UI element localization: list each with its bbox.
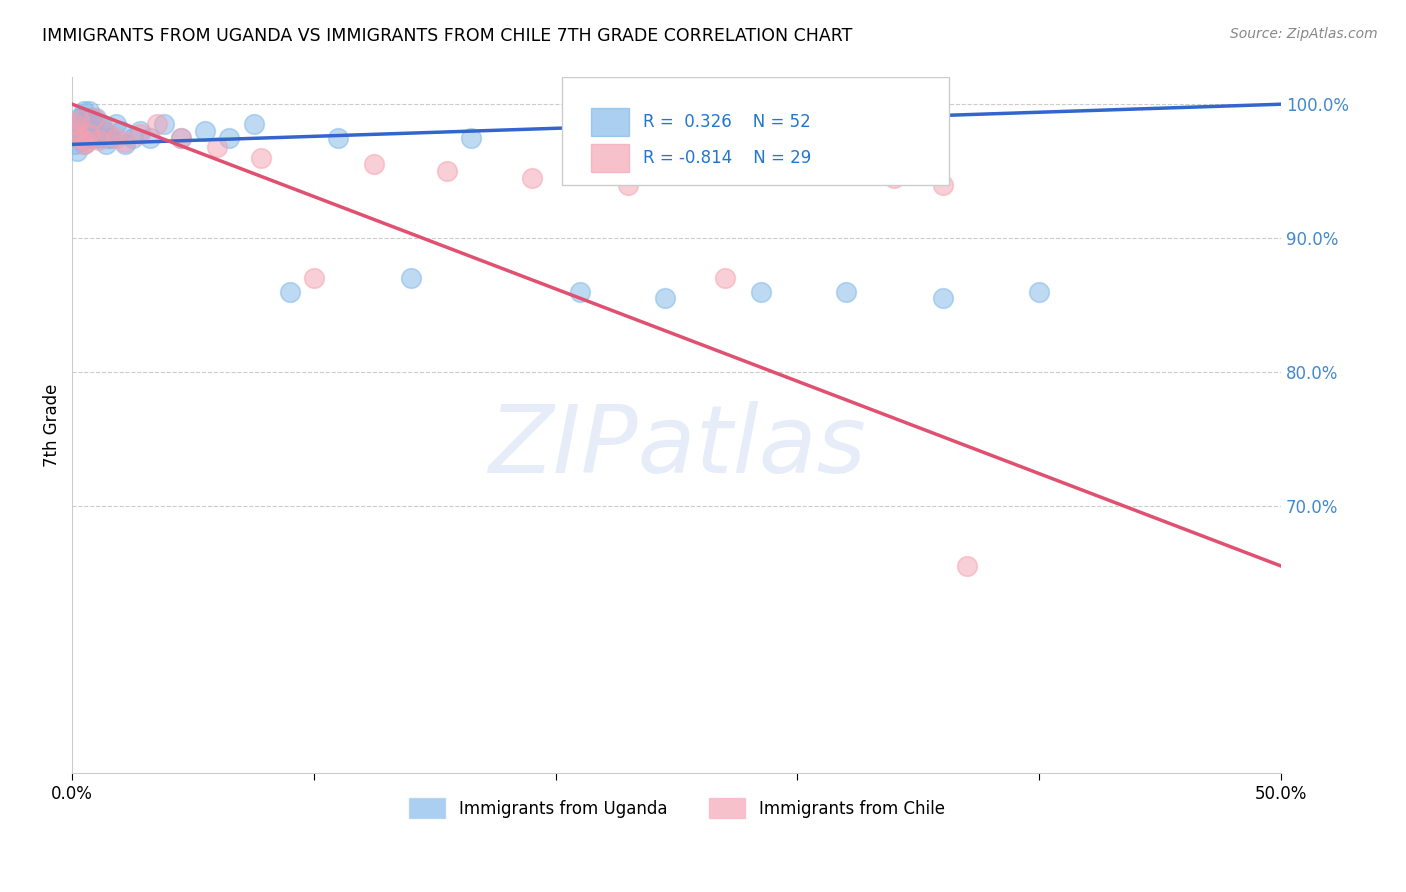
Text: IMMIGRANTS FROM UGANDA VS IMMIGRANTS FROM CHILE 7TH GRADE CORRELATION CHART: IMMIGRANTS FROM UGANDA VS IMMIGRANTS FRO… — [42, 27, 852, 45]
Point — [100, 130, 122, 145]
FancyBboxPatch shape — [562, 78, 949, 186]
Point — [114, 135, 136, 149]
Point — [170, 130, 193, 145]
Point — [73, 137, 96, 152]
Point — [129, 124, 152, 138]
Point — [70, 130, 93, 145]
Point — [87, 130, 110, 145]
Point — [63, 117, 86, 131]
Point — [80, 124, 103, 138]
Point — [83, 130, 105, 145]
Point — [73, 137, 96, 152]
Point — [110, 124, 132, 138]
Point — [73, 103, 96, 118]
Point — [1028, 285, 1050, 299]
Point — [97, 130, 120, 145]
Point — [520, 170, 543, 185]
Point — [70, 130, 93, 145]
Point — [363, 157, 385, 171]
Point — [153, 117, 176, 131]
Point — [114, 137, 136, 152]
FancyBboxPatch shape — [591, 144, 630, 171]
Legend: Immigrants from Uganda, Immigrants from Chile: Immigrants from Uganda, Immigrants from … — [402, 792, 952, 824]
Point — [77, 130, 100, 145]
Point — [93, 124, 115, 138]
Point — [69, 113, 91, 128]
Point — [73, 124, 96, 138]
Point — [94, 137, 117, 152]
Point — [69, 130, 91, 145]
Point — [87, 133, 110, 147]
Point — [121, 130, 143, 145]
Point — [146, 117, 169, 131]
Text: R =  0.326    N = 52: R = 0.326 N = 52 — [643, 113, 810, 131]
Point — [883, 170, 905, 185]
Point — [90, 117, 112, 131]
Point — [83, 111, 105, 125]
Point — [94, 124, 117, 138]
Point — [399, 271, 422, 285]
Y-axis label: 7th Grade: 7th Grade — [44, 384, 60, 467]
Point — [66, 124, 89, 138]
Point — [207, 140, 229, 154]
Point — [63, 137, 86, 152]
Point — [218, 130, 240, 145]
Point — [654, 291, 676, 305]
Text: R = -0.814    N = 29: R = -0.814 N = 29 — [643, 149, 811, 167]
Point — [460, 130, 482, 145]
Point — [76, 130, 98, 145]
Point — [70, 117, 93, 131]
Point — [73, 130, 96, 145]
Point — [278, 285, 301, 299]
Point — [931, 178, 953, 192]
Point — [66, 124, 89, 138]
Text: Source: ZipAtlas.com: Source: ZipAtlas.com — [1230, 27, 1378, 41]
Point — [749, 285, 772, 299]
Point — [775, 157, 797, 171]
Point — [83, 117, 105, 131]
Point — [931, 291, 953, 305]
Point — [77, 103, 100, 118]
Point — [249, 151, 271, 165]
Point — [328, 130, 350, 145]
Point — [194, 124, 217, 138]
Point — [76, 111, 98, 125]
Text: ZIPatlas: ZIPatlas — [488, 401, 866, 491]
Point — [835, 285, 858, 299]
Point — [436, 164, 458, 178]
Point — [956, 558, 979, 573]
Point — [810, 151, 832, 165]
Point — [835, 164, 858, 178]
Point — [104, 130, 127, 145]
Point — [242, 117, 264, 131]
Point — [617, 178, 640, 192]
Point — [69, 111, 91, 125]
Point — [80, 111, 103, 125]
FancyBboxPatch shape — [591, 108, 630, 136]
Point — [77, 127, 100, 141]
Point — [302, 271, 325, 285]
Point — [66, 144, 89, 158]
Point — [138, 130, 160, 145]
Point — [69, 117, 91, 131]
Point — [76, 117, 98, 131]
Point — [129, 127, 152, 141]
Point — [104, 117, 127, 131]
Point — [86, 111, 108, 125]
Point — [70, 124, 93, 138]
Point — [76, 135, 98, 149]
Point — [714, 271, 737, 285]
Point — [568, 285, 591, 299]
Point — [86, 124, 108, 138]
Point — [170, 130, 193, 145]
Point — [70, 111, 93, 125]
